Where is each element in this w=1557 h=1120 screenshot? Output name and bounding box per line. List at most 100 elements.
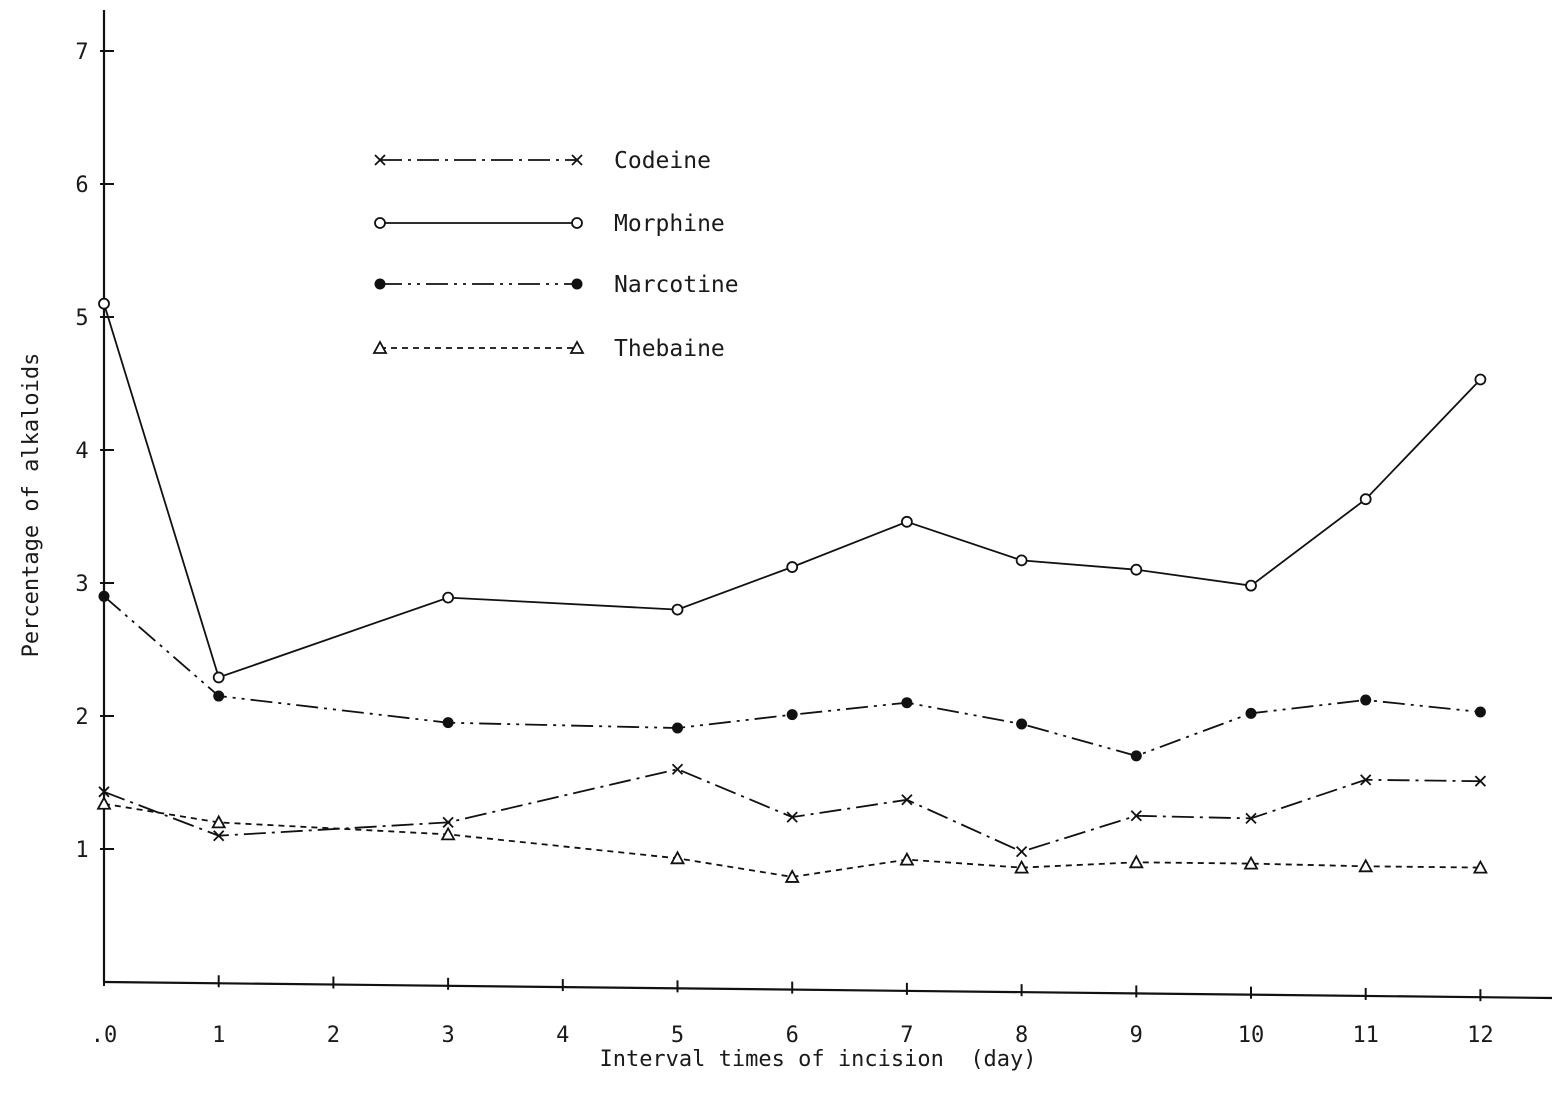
y-tick-label: 6	[75, 173, 88, 198]
morphine-point	[1130, 563, 1143, 576]
legend-label-thebaine: Thebaine	[614, 336, 725, 362]
morphine-point	[1474, 373, 1487, 386]
morphine-point	[901, 515, 913, 528]
y-axis-title: Percentage of alkaloids	[19, 353, 44, 658]
narcotine-line	[103, 595, 1481, 757]
legend-marker-thebaine	[372, 340, 388, 354]
morphine-point	[212, 671, 225, 684]
marker-stroke	[671, 763, 684, 775]
thebaine-point	[669, 850, 686, 865]
marker-stroke	[1474, 775, 1487, 787]
x-tick-label: 8	[1015, 1023, 1028, 1048]
series-layer	[96, 297, 1488, 883]
narcotine-point	[672, 722, 683, 734]
codeine-point	[671, 763, 684, 775]
morphine-point	[671, 603, 684, 616]
thebaine-line	[103, 802, 1481, 878]
legend-label-morphine: Morphine	[614, 211, 725, 237]
legend-marker-codeine	[571, 154, 583, 166]
x-tick-label: 12	[1467, 1023, 1494, 1048]
codeine-point	[1130, 810, 1142, 822]
marker-stroke	[786, 811, 798, 823]
x-tick-label: 1	[212, 1023, 225, 1048]
thebaine-point	[96, 795, 112, 810]
series-morphine	[98, 297, 1487, 684]
morphine-point	[98, 297, 110, 310]
x-axis-line	[103, 980, 1553, 1000]
x-tick-label: 6	[786, 1023, 799, 1048]
x-tick-label: .0	[91, 1023, 118, 1048]
codeine-point	[98, 786, 110, 798]
legend-label-narcotine: Narcotine	[614, 272, 739, 298]
y-tick-label: 5	[75, 306, 88, 331]
legend-label-codeine: Codeine	[614, 148, 711, 174]
series-thebaine	[96, 795, 1488, 883]
marker-stroke	[1130, 810, 1142, 822]
y-tick-label: 4	[75, 439, 88, 464]
legend-marker-thebaine	[569, 340, 585, 354]
narcotine-point	[213, 690, 225, 702]
marker-stroke	[1015, 846, 1028, 858]
narcotine-point	[786, 709, 798, 721]
marker-stroke	[213, 830, 225, 842]
narcotine-point	[1016, 718, 1028, 730]
y-tick-label: 2	[75, 705, 88, 730]
y-tick-label: 1	[75, 838, 88, 863]
morphine-point	[1015, 554, 1028, 567]
x-axis-title: Interval times of incision (day)	[599, 1047, 1036, 1072]
legend-marker-morphine	[571, 217, 583, 229]
codeine-point	[1360, 774, 1372, 786]
marker-stroke	[1245, 812, 1257, 825]
thebaine-point	[211, 814, 227, 829]
narcotine-point	[1474, 706, 1486, 718]
thebaine-point	[784, 869, 800, 883]
narcotine-point	[98, 590, 110, 602]
narcotine-point	[1245, 707, 1257, 719]
legend-marker-narcotine	[571, 278, 583, 290]
marker-stroke	[374, 154, 386, 166]
marker-stroke	[901, 794, 913, 806]
codeine-point	[213, 830, 225, 842]
codeine-point	[1474, 775, 1487, 787]
x-tick-label: 3	[441, 1023, 454, 1048]
x-tick-label: 11	[1352, 1023, 1379, 1048]
marker-stroke	[1360, 774, 1372, 786]
codeine-point	[1245, 812, 1257, 825]
codeine-point	[442, 816, 454, 829]
x-tick-label: 10	[1238, 1023, 1265, 1048]
codeine-point	[901, 794, 913, 806]
legend-marker-morphine	[374, 217, 386, 229]
marker-stroke	[571, 154, 583, 166]
x-tick-label: 2	[327, 1023, 340, 1048]
series-narcotine	[98, 590, 1486, 762]
morphine-point	[442, 591, 455, 604]
marker-stroke	[442, 816, 454, 829]
morphine-point	[1359, 493, 1372, 506]
codeine-point	[786, 811, 798, 823]
series-codeine	[98, 763, 1487, 858]
thebaine-point	[1014, 859, 1030, 874]
narcotine-point	[1130, 750, 1142, 762]
legend-marker-narcotine	[374, 278, 386, 290]
morphine-line	[103, 303, 1482, 679]
x-tick-label: 7	[900, 1023, 913, 1048]
thebaine-point	[440, 826, 456, 841]
narcotine-point	[1360, 694, 1372, 706]
y-tick-label: 7	[75, 40, 88, 65]
legend-marker-codeine	[374, 154, 386, 166]
morphine-point	[1245, 579, 1257, 592]
legend: Codeine Morphine Narcotine Thebaine	[372, 148, 739, 362]
thebaine-point	[1243, 855, 1259, 870]
codeine-point	[1015, 846, 1028, 858]
codeine-line	[103, 768, 1481, 853]
x-tick-label: 5	[671, 1023, 684, 1048]
thebaine-point	[1128, 854, 1144, 869]
thebaine-point	[1472, 859, 1488, 874]
narcotine-point	[901, 697, 913, 709]
x-tick-label: 4	[556, 1023, 569, 1048]
thebaine-point	[899, 851, 915, 866]
x-tick-label: 9	[1130, 1023, 1143, 1048]
